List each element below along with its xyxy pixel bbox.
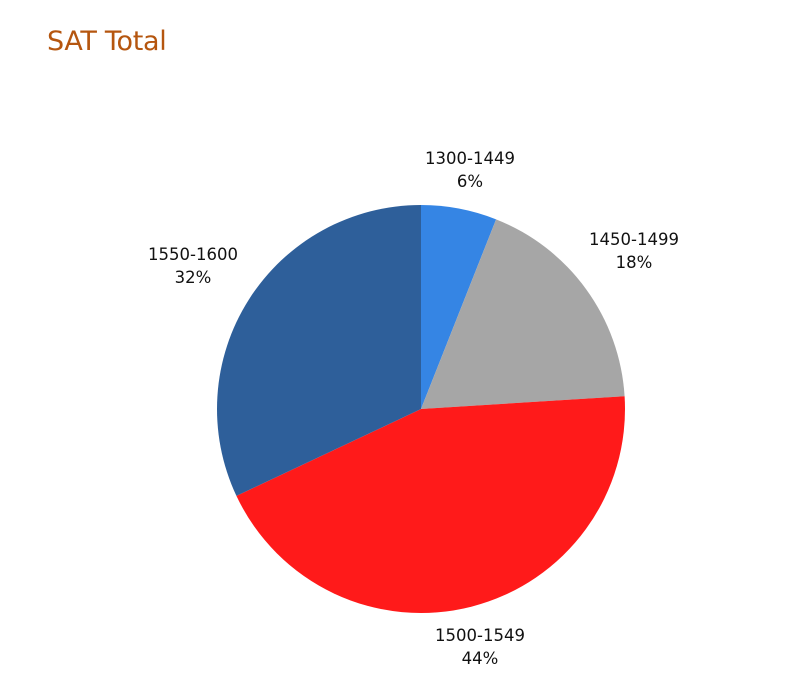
pie-labels: 1300-1449 6% 1450-1499 18% 1500-1549 44% 1550-… <box>148 149 679 668</box>
pie-slice-1300-1449 <box>421 205 497 409</box>
pie-slices <box>217 205 626 613</box>
slice-label-name: 1500-1549 <box>435 626 525 645</box>
slice-label-percent: 32% <box>175 268 212 287</box>
pie-slice-1450-1499 <box>421 219 625 409</box>
page-title: SAT Total <box>47 26 167 57</box>
slice-label-name: 1450-1499 <box>589 230 679 249</box>
slice-label-percent: 44% <box>462 649 499 668</box>
slice-label-name: 1300-1449 <box>425 149 515 168</box>
pie-slice-1500-1549 <box>236 396 626 613</box>
slice-label-name: 1550-1600 <box>148 245 238 264</box>
slice-label-percent: 6% <box>457 172 483 191</box>
pie-slice-1550-1600 <box>217 205 421 496</box>
slice-label-percent: 18% <box>616 253 653 272</box>
